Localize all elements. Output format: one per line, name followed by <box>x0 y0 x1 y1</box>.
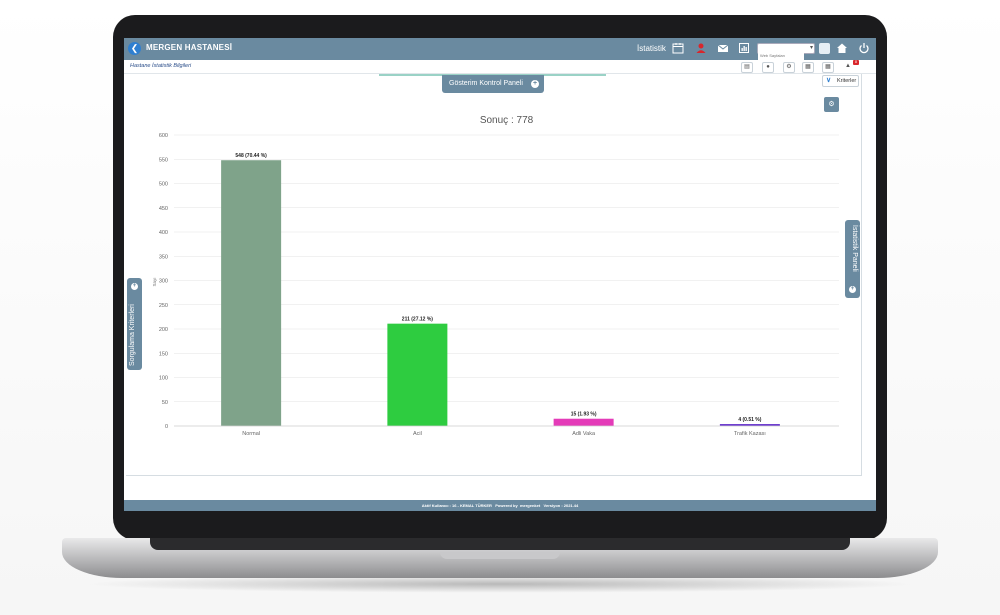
plus-icon: + <box>131 283 138 290</box>
chevron-down-icon: ▾ <box>809 45 813 51</box>
laptop-notch <box>440 552 560 559</box>
notification-button[interactable]: ▲ <box>842 62 854 73</box>
bar-normal <box>221 160 282 426</box>
schedule-button[interactable]: ▦ <box>822 62 834 73</box>
y-tick-label: 250 <box>159 303 168 309</box>
bar-adli-vaka <box>553 418 614 426</box>
page-search-select[interactable]: ▾ <box>757 43 815 60</box>
x-tick-label: Trafik Kazası <box>734 431 766 437</box>
app-footer: Aktif Kullanıcı : 16 - KEMAL TÜRKER Powe… <box>124 500 876 511</box>
calendar-small-icon: ▦ <box>805 64 811 70</box>
mail-icon[interactable] <box>716 42 730 56</box>
laptop-hinge <box>150 538 850 550</box>
bar-trafik-kazası <box>719 424 780 426</box>
bookmark-icon: ▤ <box>744 64 750 70</box>
bell-icon: ▲ <box>845 63 851 69</box>
calendar-small-icon: ▦ <box>825 64 831 70</box>
y-tick-label: 200 <box>159 327 168 333</box>
y-tick-label: 100 <box>159 376 168 382</box>
person-icon: ● <box>766 64 770 70</box>
calendar-icon[interactable] <box>671 42 685 56</box>
y-tick-label: 150 <box>159 351 168 357</box>
page-search-input[interactable] <box>758 51 804 60</box>
criteria-button[interactable]: ∨ Kriterler <box>822 75 859 87</box>
y-axis-label: Sayı <box>152 277 157 286</box>
data-label: 211 (27.12 %) <box>402 317 433 323</box>
display-control-panel-tab[interactable]: Gösterim Kontrol Paneli + <box>442 75 544 93</box>
calendar-button[interactable]: ▦ <box>802 62 814 73</box>
y-tick-label: 400 <box>159 230 168 236</box>
double-chevron-down-icon: ∨ <box>826 77 832 84</box>
y-tick-label: 0 <box>165 424 168 430</box>
data-label: 548 (70.44 %) <box>235 153 267 159</box>
y-tick-label: 600 <box>159 133 168 139</box>
y-tick-label: 300 <box>159 279 168 285</box>
y-tick-label: 50 <box>162 400 168 406</box>
brand-logo: mergenket <box>519 503 541 508</box>
x-tick-label: Adli Vaka <box>572 431 596 437</box>
chart-area: Sonuç : 778 Sayı 0 50 100 150 200 250 300 350 400 4… <box>126 74 862 476</box>
user-icon[interactable] <box>694 42 708 56</box>
statistics-panel-tab[interactable]: İstatistik Paneli + <box>845 220 860 298</box>
statistics-panel-label: İstatistik Paneli <box>851 225 858 272</box>
query-criteria-tab[interactable]: + Sorgulama Kriterleri <box>127 278 142 370</box>
search-go-button[interactable] <box>819 43 830 54</box>
powered-by-text: Powered by <box>495 503 518 508</box>
y-tick-label: 350 <box>159 254 168 260</box>
x-tick-label: Acil <box>413 431 422 437</box>
display-control-panel-label: Gösterim Kontrol Paneli <box>449 80 523 87</box>
gear-icon: ⚙ <box>828 101 835 108</box>
chevron-left-icon: ❮ <box>130 43 139 53</box>
gear-icon: ⚙ <box>786 64 792 70</box>
settings-button[interactable]: ⚙ <box>783 62 795 73</box>
breadcrumb: Hastane İstatistik Bilgileri <box>130 63 192 69</box>
active-user-text: Aktif Kullanıcı : 16 - KEMAL TÜRKER <box>421 503 492 508</box>
y-tick-label: 550 <box>159 157 168 163</box>
app-screen: ❮ MERGEN HASTANESİ İstatistik ▾ <box>124 38 876 511</box>
notification-badge: 8 <box>853 60 859 65</box>
criteria-label: Kriterler <box>837 78 857 84</box>
bar-acil <box>387 323 448 426</box>
chart-settings-button[interactable]: ⚙ <box>824 97 839 112</box>
bar-chart: Sonuç : 778 Sayı 0 50 100 150 200 250 300 350 400 4… <box>152 115 839 437</box>
app-header: ❮ MERGEN HASTANESİ İstatistik ▾ <box>124 38 876 60</box>
profile-button[interactable]: ● <box>762 62 774 73</box>
x-tick-label: Normal <box>242 431 260 437</box>
query-criteria-label: Sorgulama Kriterleri <box>129 304 136 366</box>
report-icon[interactable] <box>737 42 751 56</box>
sub-header: Hastane İstatistik Bilgileri ▤ ● ⚙ ▦ ▦ ▲… <box>124 60 876 74</box>
y-tick-label: 450 <box>159 206 168 212</box>
chart-title: Sonuç : 778 <box>480 115 534 126</box>
version-text: Versiyon : 2021.44 <box>543 503 579 508</box>
laptop-shadow <box>80 575 920 593</box>
plus-icon: + <box>531 80 539 88</box>
plus-icon: + <box>849 286 856 293</box>
home-icon[interactable] <box>835 42 849 56</box>
menu-name[interactable]: İstatistik <box>637 44 666 53</box>
back-button[interactable]: ❮ <box>128 42 141 55</box>
bookmark-button[interactable]: ▤ <box>741 62 753 73</box>
data-label: 4 (0.51 %) <box>738 417 761 423</box>
data-label: 15 (1.93 %) <box>571 412 597 418</box>
y-tick-label: 500 <box>159 182 168 188</box>
power-icon[interactable] <box>857 42 871 56</box>
app-title: MERGEN HASTANESİ <box>146 43 233 52</box>
